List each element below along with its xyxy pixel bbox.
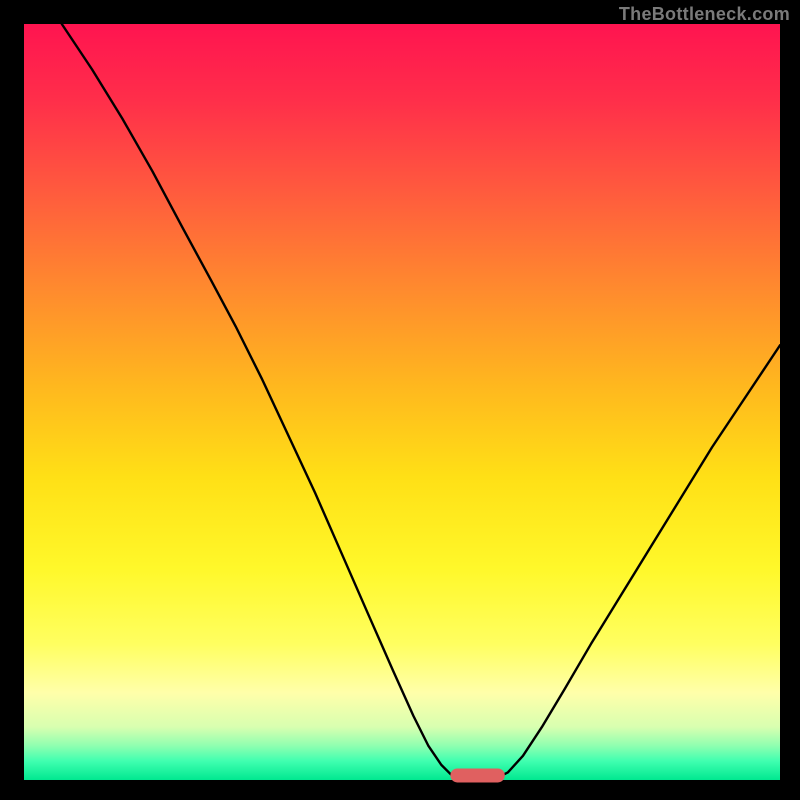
bottleneck-chart: TheBottleneck.com [0, 0, 800, 800]
watermark-text: TheBottleneck.com [619, 4, 790, 25]
optimal-marker [450, 768, 504, 782]
chart-svg [0, 0, 800, 800]
chart-plot-area [24, 24, 780, 780]
